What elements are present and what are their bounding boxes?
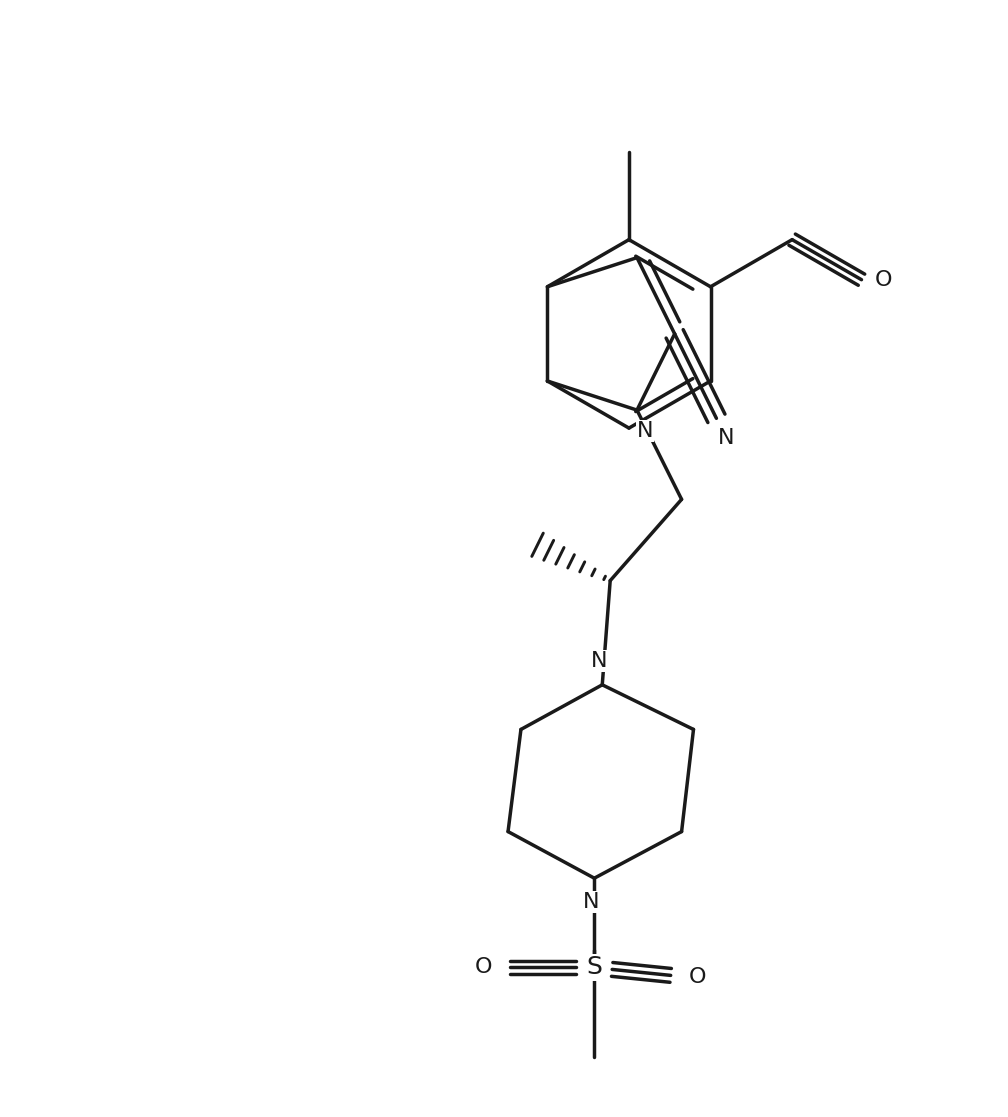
Text: O: O: [688, 967, 707, 987]
Text: N: N: [718, 428, 735, 448]
Text: N: N: [637, 421, 653, 441]
Text: O: O: [475, 957, 492, 977]
Text: N: N: [583, 892, 600, 911]
Text: S: S: [587, 955, 602, 980]
Text: O: O: [875, 269, 892, 289]
Text: N: N: [591, 651, 608, 671]
